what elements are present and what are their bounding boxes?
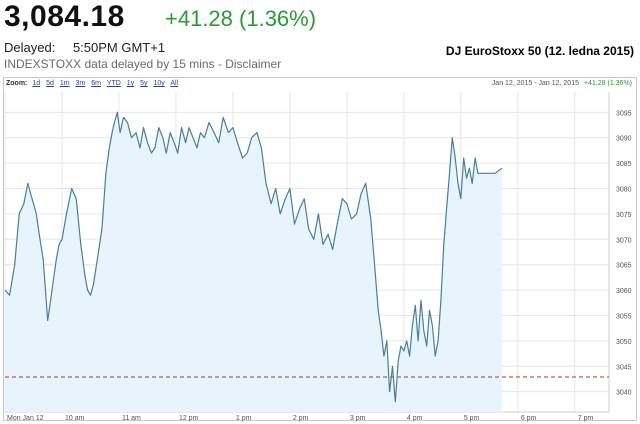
y-tick-label: 3045 [616,364,632,371]
x-tick-label: 7 pm [578,415,594,422]
y-tick-label: 3040 [616,390,632,397]
zoom-all[interactable]: All [170,80,179,87]
y-tick-label: 3055 [616,313,632,320]
x-tick-label: 11 am [122,415,141,422]
zoom-10y[interactable]: 10y [153,80,165,87]
x-tick-label: 4 pm [407,415,423,422]
x-tick-label: 1 pm [236,415,252,422]
y-tick-label: 3090 [616,136,632,143]
range-change: +41.28 (1.36%) [583,80,632,87]
x-tick-label: Mon Jan 12 [7,415,44,422]
x-tick-label: 10 am [65,415,85,422]
x-tick-label: 6 pm [521,415,537,422]
chart-title: DJ EuroStoxx 50 (12. ledna 2015) [445,44,634,58]
delay-info: Delayed: 5:50PM GMT+1 [4,40,165,55]
price-change: +41.28 (1.36%) [165,6,317,31]
x-tick-label: 2 pm [293,415,309,422]
delayed-time: 5:50PM GMT+1 [72,40,166,55]
zoom-1y[interactable]: 1y [126,80,135,87]
y-tick-label: 3050 [616,339,632,346]
y-tick-label: 3080 [616,187,632,194]
x-tick-label: 3 pm [350,415,366,422]
y-tick-label: 3095 [616,110,632,117]
date-range-text: Jan 12, 2015 - Jan 12, 2015 [491,80,579,87]
y-tick-label: 3070 [616,237,632,244]
zoom-1d[interactable]: 1d [32,80,41,87]
zoom-5d[interactable]: 5d [46,80,54,87]
zoom-1m[interactable]: 1m [59,80,70,87]
x-tick-label: 12 pm [179,415,199,422]
y-tick-label: 3085 [616,161,632,168]
delayed-label: Delayed: [4,40,56,55]
date-range: Jan 12, 2015 - Jan 12, 2015 +41.28 (1.36… [492,80,632,87]
y-tick-label: 3060 [616,288,632,295]
price-area [5,112,502,413]
price-line [4,111,503,403]
zoom-label: Zoom: [6,80,28,87]
y-tick-label: 3075 [616,212,632,219]
y-tick-label: 3065 [616,263,632,270]
index-price: 3,084.18 [4,0,125,33]
zoom-6m[interactable]: 6m [91,80,101,87]
zoom-5y[interactable]: 5y [140,80,148,87]
zoom-bar: Zoom: 1d 5d 1m 3m 6m YTD 1y 5y 10y All [6,80,182,87]
zoom-ytd[interactable]: YTD [106,80,121,87]
zoom-3m[interactable]: 3m [75,80,86,87]
source-note: INDEXSTOXX data delayed by 15 mins - Dis… [4,57,282,71]
x-tick-label: 5 pm [464,415,480,422]
